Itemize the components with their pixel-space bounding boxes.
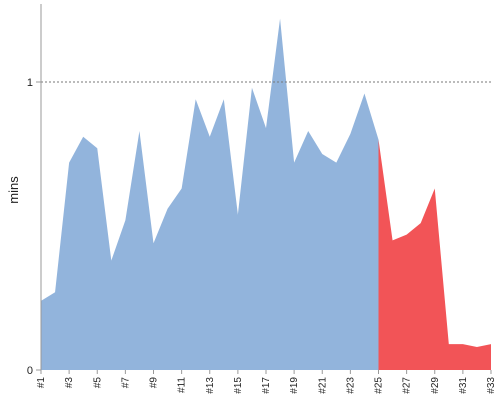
x-tick-label: #23 [345,377,356,394]
x-tick-label: #19 [289,377,300,394]
y-tick-label: 1 [27,77,33,89]
x-tick-label: #21 [317,377,328,394]
x-tick-label: #29 [430,377,441,394]
y-axis-label: mins [6,176,21,204]
x-tick-label: #7 [120,377,131,389]
x-ticks-layer: #1 #3 #5 #7 #9 #11 #13 #15 #17 #19 #21 #23 #25 #27 #29… [36,370,497,394]
x-tick-label: #13 [205,377,216,394]
x-tick-label: #33 [486,377,497,394]
x-tick-label: #15 [233,377,244,394]
x-tick-label: #1 [36,377,47,389]
y-tick-label: 0 [27,365,33,377]
x-tick-label: #27 [402,377,413,394]
area-series-2-segment-1 [378,139,491,370]
x-tick-label: #31 [458,377,469,394]
area-series-1-segment-1 [41,18,379,370]
x-tick-label: #17 [261,377,272,394]
y-ticks-layer: 01 [27,77,41,377]
x-tick-label: #25 [374,377,385,394]
areas-layer [41,18,491,370]
x-tick-label: #3 [64,377,75,389]
x-tick-label: #5 [92,377,103,389]
x-tick-label: #9 [149,377,160,389]
x-tick-label: #11 [177,377,188,393]
